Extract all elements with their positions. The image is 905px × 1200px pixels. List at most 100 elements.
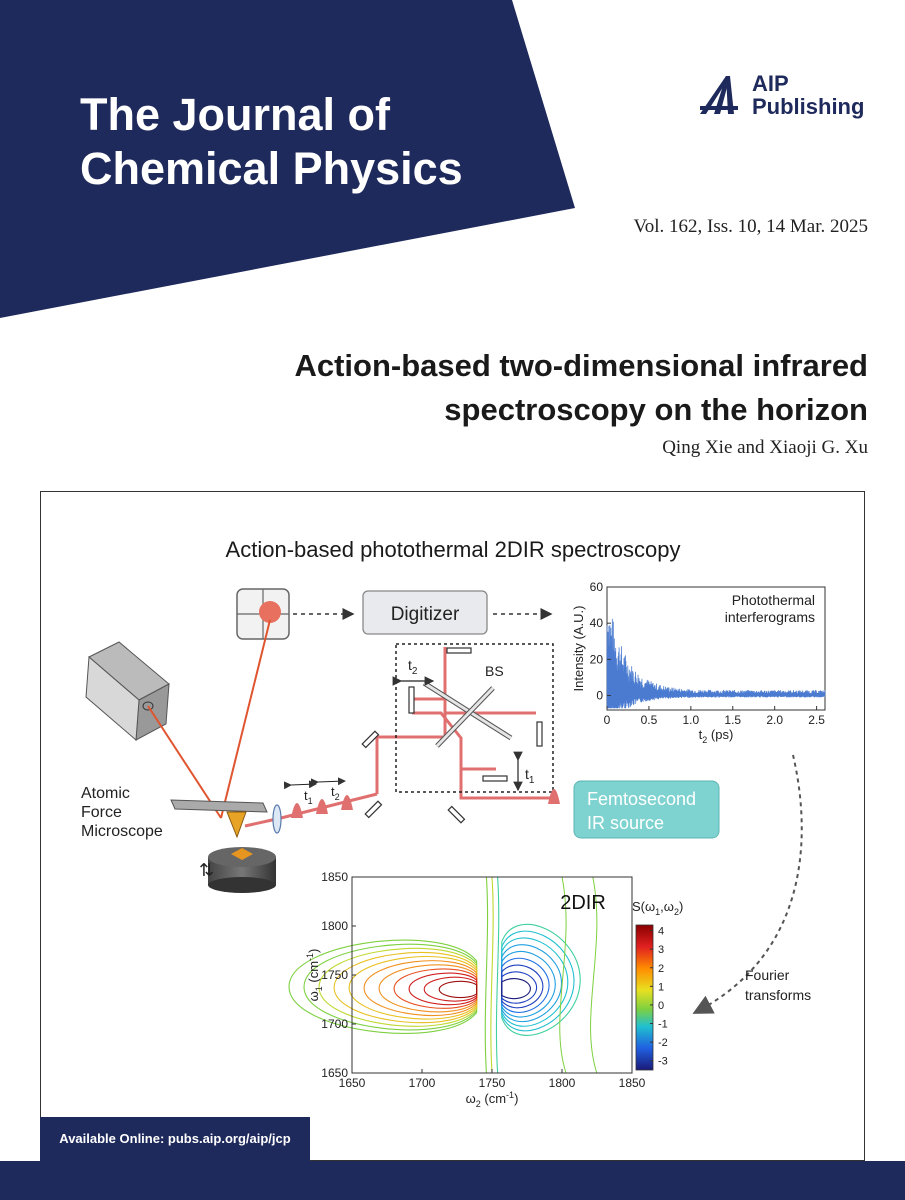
- bs-label: BS: [485, 663, 504, 679]
- 2dir-contour-zero: [495, 876, 500, 1074]
- source-label-line1: Femtosecond: [587, 789, 696, 809]
- colorbar-label: S(ω1,ω2): [632, 899, 683, 917]
- mirrors: [361, 647, 543, 824]
- x-tick-label: 0: [604, 713, 611, 727]
- 2dir-contour-positive: [378, 964, 478, 1013]
- fourier-label-line1: Fourier: [745, 967, 790, 983]
- publisher-name: AIP Publishing: [752, 72, 864, 118]
- article-title: Action-based two-dimensional infrared sp…: [168, 344, 868, 432]
- 2dir-contour-negative: [501, 950, 556, 1018]
- x-tick-label: 1.5: [724, 713, 741, 727]
- afm-stage: [208, 847, 276, 893]
- afm-label-line2: Force: [81, 804, 122, 821]
- 2dir-contour-negative: [501, 964, 544, 1009]
- laser-head: [85, 641, 170, 742]
- colorbar-tick-label: 3: [658, 944, 664, 956]
- 2dir-contour-negative: [501, 957, 550, 1013]
- 2dir-contour-negative: [501, 937, 569, 1027]
- y-tick-label: 1650: [321, 1066, 348, 1080]
- 2dir-contour-positive: [288, 939, 478, 1034]
- 2dir-contour-positive: [348, 956, 478, 1020]
- x-tick-label: 1750: [479, 1076, 506, 1090]
- colorbar-tick-label: 0: [658, 1000, 664, 1012]
- x-tick-label: 1850: [619, 1076, 646, 1090]
- femtosecond-ir-source: Femtosecond IR source: [573, 780, 720, 839]
- 2dir-contour-positive: [318, 947, 478, 1027]
- 2dir-contour-positive: [333, 951, 478, 1024]
- interferogram-chart: 0 0.5 1.0 1.5 2.0 2.5 0 20 40 60 t2 (ps) Intensity …: [571, 580, 826, 745]
- 2dir-y-axis-label: ω1 (cm-1): [305, 949, 324, 1002]
- interferogram-annotation-line2: interferograms: [725, 609, 815, 625]
- header-banner: [0, 0, 575, 318]
- 2dir-contour-positive: [438, 980, 478, 999]
- 2dir-contour-negative: [501, 930, 575, 1032]
- aip-logo-icon: [700, 76, 738, 114]
- x-tick-label: 1700: [409, 1076, 436, 1090]
- pulse-t1-label: t1: [304, 788, 313, 806]
- journal-title-line2: Chemical Physics: [80, 143, 463, 194]
- article-title-line1: Action-based two-dimensional infrared: [294, 348, 868, 383]
- 2dir-x-axis-label: ω2 (cm-1): [466, 1090, 519, 1109]
- availability-banner: Available Online: pubs.aip.org/aip/jcp: [40, 1117, 310, 1161]
- 2dir-chart: 1650 1700 1750 1800 1850 1650 1700 1750 1800 1850…: [288, 870, 683, 1109]
- x-tick-label: 2.5: [808, 713, 825, 727]
- 2dir-contour-negative: [501, 971, 538, 1004]
- y-tick-label: 1800: [321, 919, 348, 933]
- y-tick-label: 60: [590, 580, 604, 594]
- y-tick-label: 20: [590, 652, 604, 666]
- cover-figure: Action-based photothermal 2DIR spectrosc…: [40, 491, 865, 1161]
- beam-splitter: [422, 680, 513, 748]
- pulse-train: [291, 789, 560, 818]
- 2dir-contour-outer: [559, 876, 567, 1074]
- 2dir-contour-positive: [393, 968, 478, 1009]
- interferometer-box: [395, 643, 554, 793]
- y-tick-label: 1850: [321, 870, 348, 884]
- figure-heading: Action-based photothermal 2DIR spectrosc…: [226, 537, 681, 562]
- 2dir-contour-zero: [490, 876, 494, 1074]
- colorbar: [635, 924, 654, 1071]
- colorbar-tick-label: 1: [658, 981, 664, 993]
- 2dir-contour-negative: [501, 978, 531, 1000]
- x-tick-label: 0.5: [641, 713, 658, 727]
- y-tick-label: 0: [596, 689, 603, 703]
- afm-cantilever: [170, 799, 268, 839]
- source-label-line2: IR source: [587, 813, 664, 833]
- y-tick-label: 1750: [321, 968, 348, 982]
- y-tick-label: 1700: [321, 1017, 348, 1031]
- pulse-t2-label: t2: [331, 784, 340, 802]
- quad-detector: [236, 588, 290, 640]
- publisher-line1: AIP: [752, 71, 789, 96]
- digitizer-label: Digitizer: [391, 604, 460, 625]
- t1-delay-label: t1: [525, 766, 535, 786]
- publisher-line2: Publishing: [752, 94, 865, 119]
- x-axis-label: t2 (ps): [699, 727, 734, 745]
- 2dir-contour-positive: [423, 976, 478, 1002]
- bottom-bar: [0, 1161, 905, 1200]
- 2dir-contour-positive: [363, 960, 478, 1017]
- article-authors: Qing Xie and Xiaoji G. Xu: [662, 437, 868, 458]
- focusing-lens: [272, 804, 282, 834]
- x-tick-label: 1.0: [683, 713, 700, 727]
- x-tick-label: 2.0: [766, 713, 783, 727]
- journal-title-line1: The Journal of: [80, 89, 391, 140]
- interferogram-annotation-line1: Photothermal: [732, 592, 815, 608]
- fourier-label-line2: transforms: [745, 987, 811, 1003]
- interferogram-trace: [606, 618, 826, 709]
- x-tick-label: 1650: [339, 1076, 366, 1090]
- t2-delay-label: t2: [408, 657, 418, 677]
- 2dir-contour-outer: [590, 876, 598, 1074]
- afm-label-line3: Microscope: [81, 823, 163, 840]
- colorbar-tick-label: 2: [658, 963, 664, 975]
- 2dir-title: 2DIR: [560, 892, 606, 914]
- 2dir-contour-negative: [501, 944, 563, 1022]
- colorbar-tick-label: 4: [658, 926, 664, 938]
- fourier-arrow: [692, 754, 803, 1014]
- 2dir-contour-positive: [408, 972, 478, 1006]
- digitizer-box: Digitizer: [362, 590, 488, 635]
- article-title-line2: spectroscopy on the horizon: [444, 392, 868, 427]
- stage-arrows-icon: ⇅: [199, 860, 214, 880]
- 2dir-contour-negative: [501, 923, 581, 1036]
- 2dir-contour-positive: [303, 943, 478, 1031]
- x-tick-label: 1800: [549, 1076, 576, 1090]
- y-tick-label: 40: [590, 616, 604, 630]
